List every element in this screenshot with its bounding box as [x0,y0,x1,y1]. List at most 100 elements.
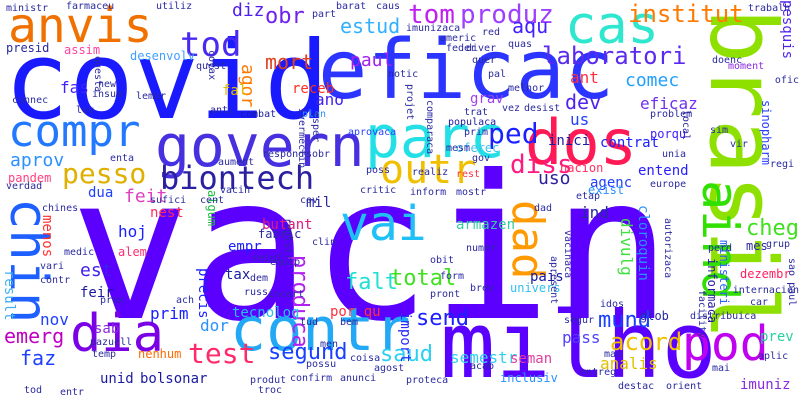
word-chines: chines [42,203,79,214]
word-butant: butant [262,217,313,233]
word-produt: produt [250,375,287,386]
word-prim-small: prim [464,127,489,138]
word-seman: seman [510,351,553,367]
word-cas: cas [565,0,659,56]
word-comec: comec [625,70,680,91]
word-caus: caus [376,1,401,12]
word-esper: esper [310,112,321,143]
word-idos: idos [600,299,625,310]
word-ant: ant [570,68,599,87]
word-produca: produca [287,255,312,348]
word-poss: poss [366,165,391,176]
word-mesm: mesm [446,143,471,154]
word-feit: feit [124,186,168,207]
word-cheg: cheg [746,216,799,241]
word-sufici: sufici [150,195,187,206]
word-fas: fas [60,78,89,97]
word-cloroquin: cloroquin [635,205,651,281]
word-vai: vai [340,196,427,252]
word-dor: dor [200,316,229,335]
word-local: local [680,110,691,141]
word-armazen: armazen [456,217,516,233]
word-combat: combat [240,109,277,120]
word-ministr: ministr [6,3,49,14]
word-us: us [570,110,590,129]
word-connec: connec [12,95,49,106]
word-insum: insum [92,89,123,100]
word-europe: europe [650,179,687,190]
word-porqu: porqu [650,127,687,141]
word-part: part [312,9,337,20]
word-hoj: hoj [118,222,147,241]
word-test: test [188,337,256,370]
word-proteca: proteca [406,375,449,386]
word-notic: notic [388,69,419,80]
word-dia: dia [70,304,164,364]
word-numer: numer [466,243,497,254]
word-bem: bem [340,317,359,328]
word-semestr: semestr [450,348,518,367]
word-acab: acab [470,361,495,372]
word-russ: russ [244,287,269,298]
word-dev: dev [565,90,602,114]
word-divulg: divulg [617,218,636,276]
word-segund: segund [268,340,348,365]
word-entend: entend [638,163,689,179]
word-chin: chin [0,198,58,324]
word-bolsonar: bolsonar [140,371,208,387]
word-dos: dos [525,106,637,179]
word-por-qu: por qu [330,304,381,320]
word-tod: tod [180,25,242,65]
word-tud: tud [300,317,319,328]
word-coyax: coyax [206,50,217,81]
word-presid: presid [6,41,50,55]
word-agenc: agenc [590,175,633,191]
word-trabalh: trabalh [748,3,791,14]
word-nacion: nacion [560,161,604,175]
word-ped: ped [488,117,539,150]
word-contr-small: contr [40,275,71,286]
word-brev: brev [470,283,495,294]
word-inclusiv: inclusiv [500,371,558,385]
word-trat: trat [464,107,489,118]
word-imuniz: imuniz [740,377,791,393]
word-lembr: lembr [136,91,167,102]
word-new: new [98,79,117,90]
word-result: result [1,270,17,321]
word-realiz: realiz [412,167,449,178]
word-regi: regi [770,159,795,170]
word-agor: agor [237,64,258,108]
word-ministeri: ministeri [717,240,731,306]
word-est: est [80,260,113,281]
word-acord: acord [610,328,683,356]
word-eficac: eficac [318,23,615,118]
word-import: import [397,312,413,363]
word-populaca: populaca [448,117,497,128]
word-pod: pod [682,316,769,372]
word-etap: etap [576,191,601,202]
word-quer: quer [472,55,497,66]
word-estud: estud [340,14,401,38]
word-projet: projet [404,84,415,121]
word-pandem: pandem [8,171,52,185]
word-faz: faz [20,346,57,370]
word-inici: inici [548,133,591,149]
word-aument: aument [218,157,255,168]
word-vez: vez [502,103,521,114]
word-distribuica: distribuica [690,311,757,322]
word-cov: cov [300,195,319,206]
word-outr: outr [380,147,477,193]
word-internacion: internacion [732,285,799,296]
word-cent: cent [200,195,225,206]
word-receb: receb [292,81,335,97]
word-utiliz: utiliz [156,1,193,12]
word-entreg: entreg [580,367,617,378]
word-confirm: confirm [290,373,333,384]
word-americ: americ [440,33,477,44]
word-pass: pass [562,328,601,347]
word-ano: ano [315,90,344,109]
word-moment: moment [728,61,765,72]
word-farmaceu: farmaceu [66,1,115,12]
word-diss: diss [510,150,573,180]
word-unid: unid [100,371,134,387]
